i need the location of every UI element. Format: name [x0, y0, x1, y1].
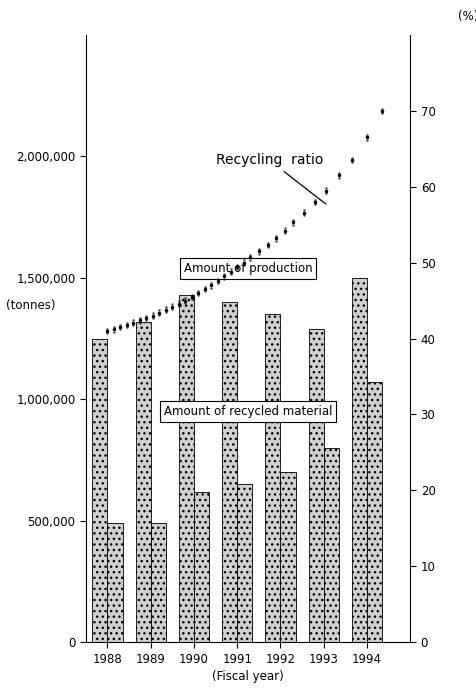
Bar: [150, 523, 166, 642]
Bar: [194, 491, 208, 642]
Bar: [323, 448, 338, 642]
Bar: [237, 484, 252, 642]
Bar: [366, 383, 381, 642]
X-axis label: (Fiscal year): (Fiscal year): [212, 670, 283, 683]
Bar: [222, 302, 237, 642]
Bar: [308, 329, 323, 642]
Bar: [351, 278, 366, 642]
Text: (%): (%): [457, 10, 476, 23]
Bar: [265, 314, 280, 642]
Text: (tonnes): (tonnes): [6, 299, 55, 311]
Bar: [107, 523, 122, 642]
Text: Amount of production: Amount of production: [183, 262, 312, 275]
Bar: [178, 295, 194, 642]
Text: Amount of recycled material: Amount of recycled material: [163, 405, 332, 418]
Text: Recycling  ratio: Recycling ratio: [215, 153, 325, 204]
Bar: [92, 339, 107, 642]
Bar: [280, 472, 295, 642]
Bar: [135, 322, 150, 642]
